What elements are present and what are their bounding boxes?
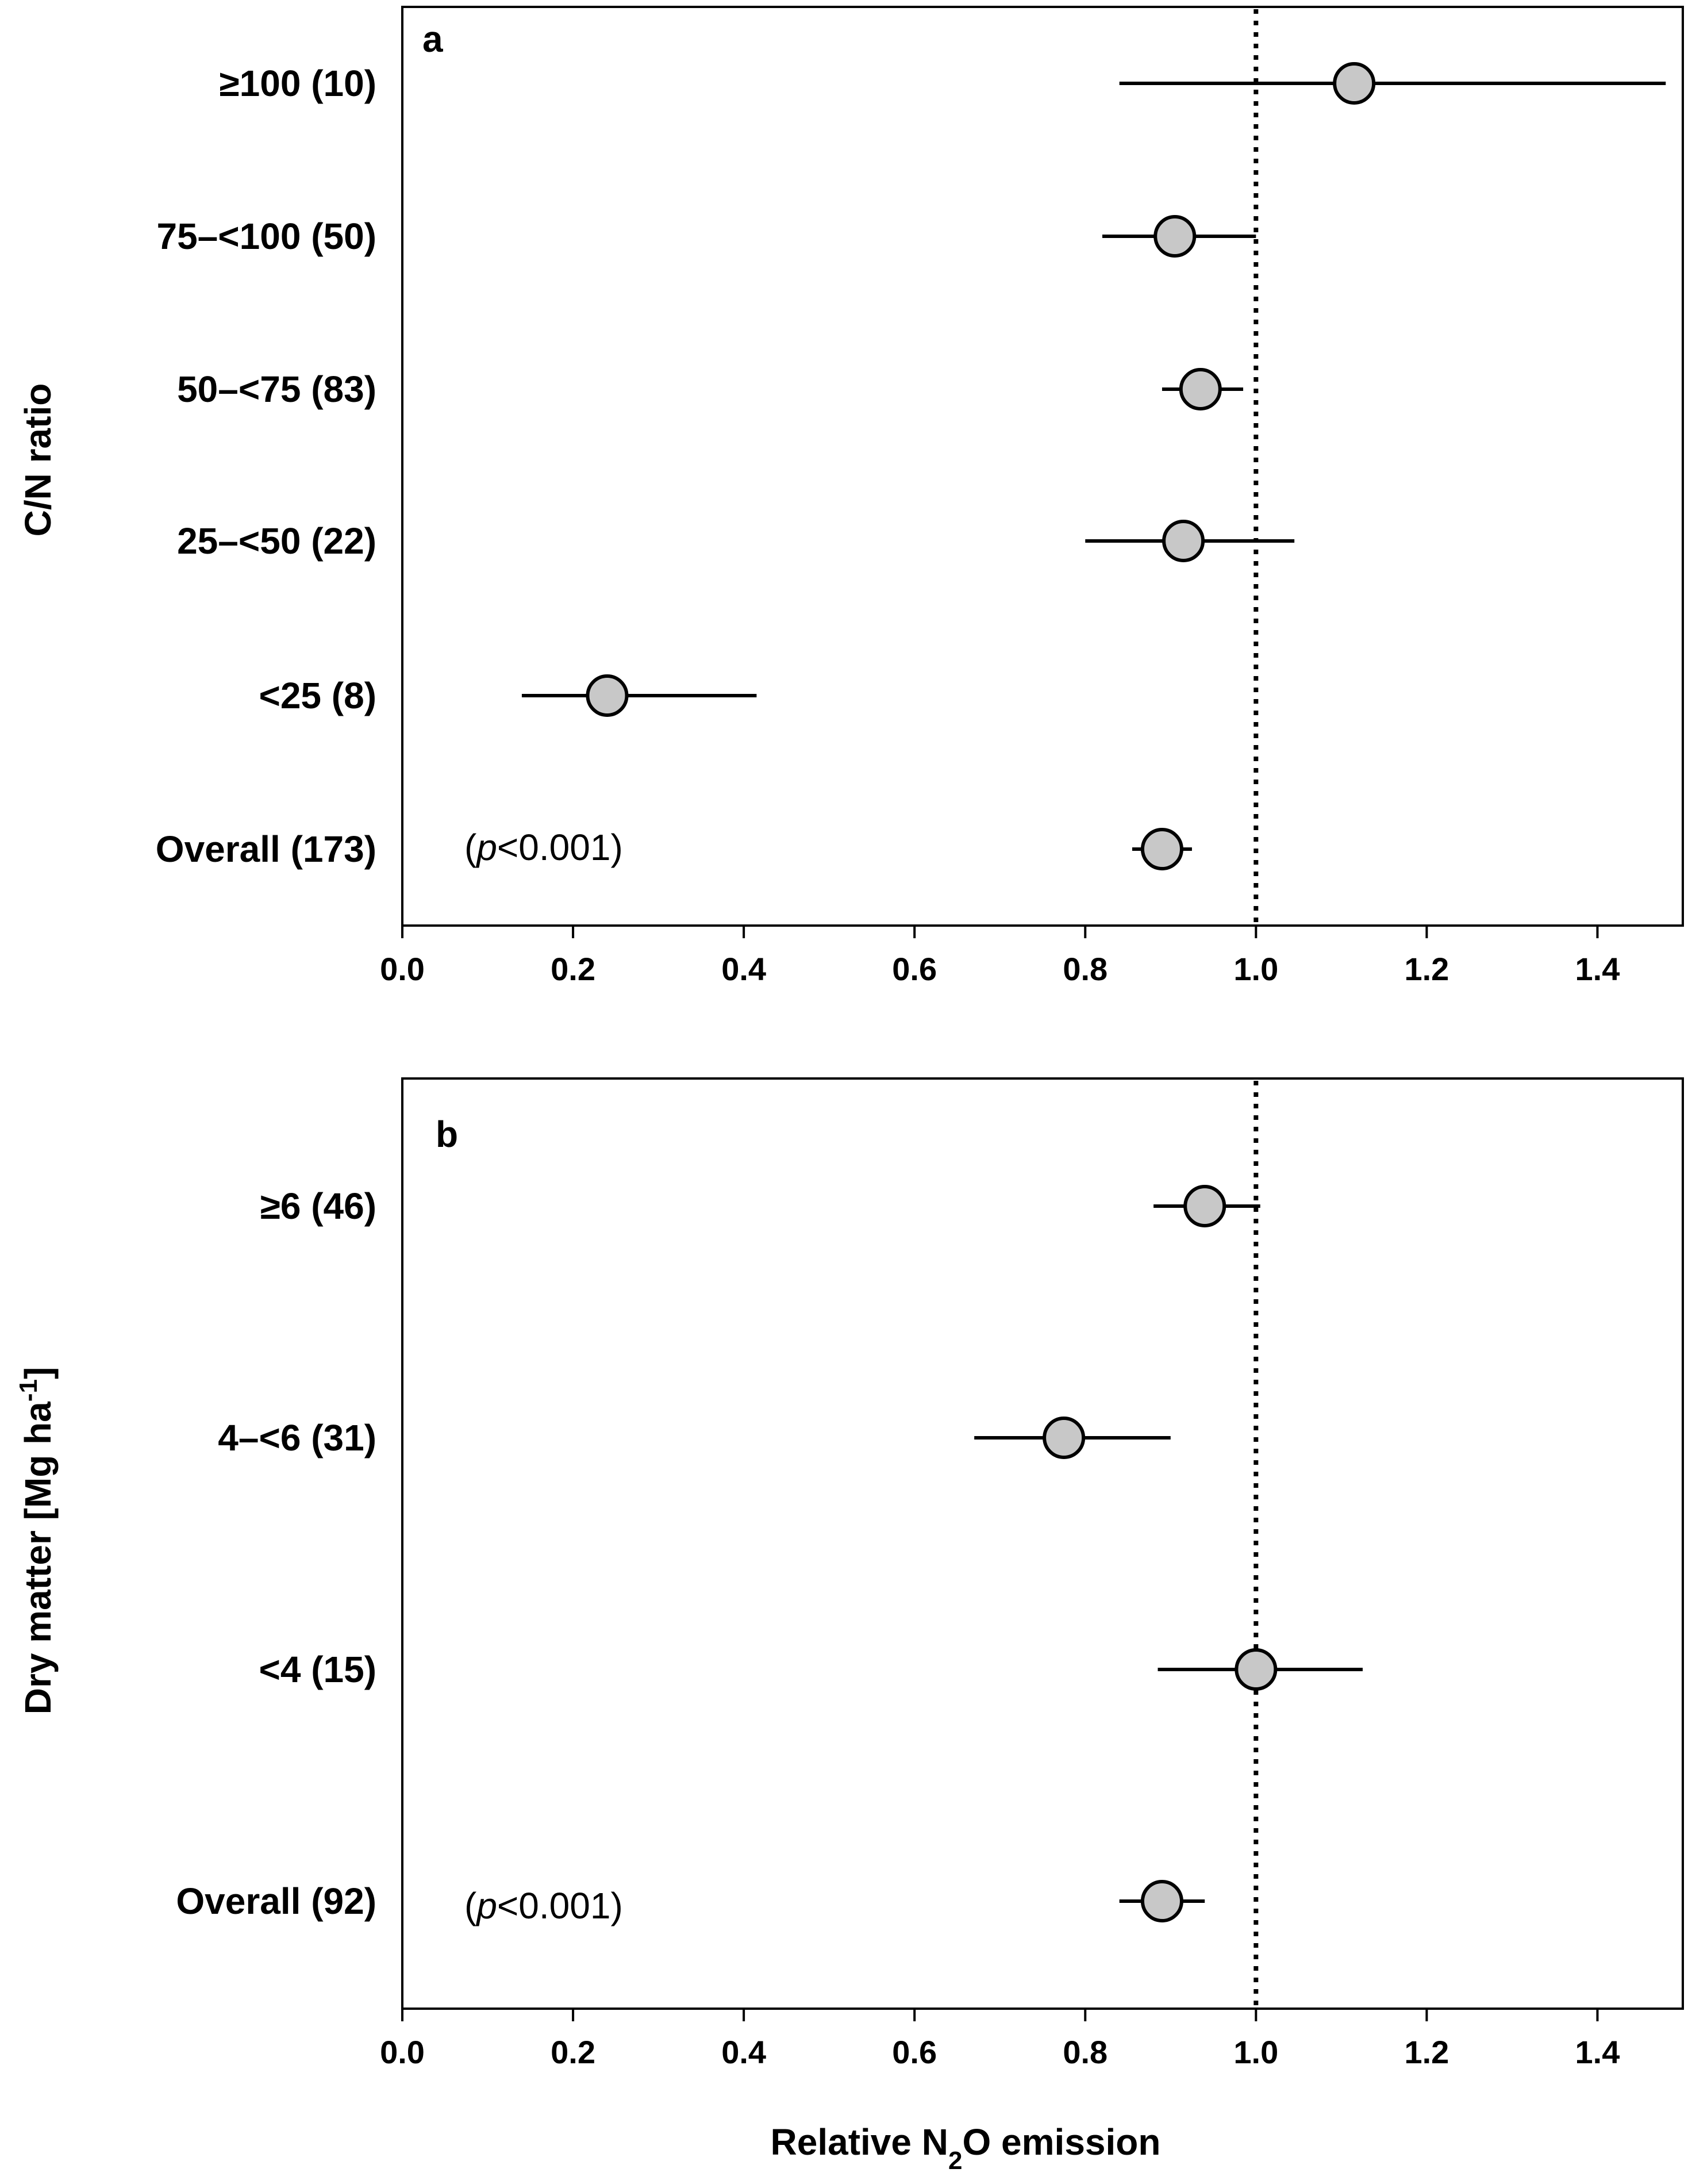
panel-b-frame	[401, 1077, 1684, 2010]
x-tick-label: 0.6	[892, 951, 937, 987]
point-estimate	[1140, 1880, 1183, 1922]
point-estimate	[1183, 1185, 1226, 1227]
x-tick-label: 0.8	[1063, 2034, 1108, 2070]
x-tick-label: 0.4	[721, 2034, 766, 2070]
point-estimate	[1162, 520, 1205, 562]
x-tick-label: 0.0	[380, 951, 425, 987]
point-estimate	[1153, 215, 1197, 258]
x-tick-label: 1.0	[1233, 2034, 1278, 2070]
panel-b-y-axis-title: Dry matter [Mg ha-1]	[14, 1367, 59, 1715]
panel-a: a 0.0 0.2 0.4 0.6 0.8 1.0 1.2 1.4 ≥100 (10) 75–<…	[17, 6, 1684, 987]
panel-b-letter: b	[436, 1114, 458, 1155]
category-label: <4 (15)	[259, 1649, 376, 1690]
point-estimate	[1179, 368, 1222, 410]
x-tick-label: 1.4	[1575, 951, 1620, 987]
panel-a-p-value: (p<0.001)	[464, 827, 623, 868]
point-estimate	[1140, 828, 1183, 870]
x-tick-label: 0.4	[721, 951, 766, 987]
point-estimate	[1235, 1648, 1278, 1691]
category-label: ≥100 (10)	[220, 63, 377, 104]
category-label: ≥6 (46)	[260, 1185, 376, 1227]
panel-a-x-axis: 0.0 0.2 0.4 0.6 0.8 1.0 1.2 1.4	[380, 926, 1620, 987]
x-tick-label: 0.0	[380, 2034, 425, 2070]
category-label: Overall (173)	[156, 828, 376, 870]
category-label: 4–<6 (31)	[218, 1417, 376, 1458]
x-tick-label: 0.2	[551, 951, 595, 987]
x-tick-label: 1.2	[1404, 951, 1449, 987]
panel-a-rows: ≥100 (10) 75–<100 (50) 50–<75 (83) 25–<50 (…	[156, 62, 1666, 870]
x-tick-label: 1.4	[1575, 2034, 1620, 2070]
x-tick-label: 0.8	[1063, 951, 1108, 987]
panel-a-y-axis-title: C/N ratio	[17, 383, 59, 537]
point-estimate	[1333, 62, 1376, 105]
category-label: <25 (8)	[259, 675, 376, 716]
panel-a-letter: a	[422, 18, 443, 60]
panel-a-frame	[401, 6, 1684, 927]
point-estimate	[1043, 1417, 1086, 1459]
x-axis-title: Relative N2O emission	[771, 2121, 1161, 2175]
panel-b: b 0.0 0.2 0.4 0.6 0.8 1.0 1.2 1.4 ≥6 (46) 4–<6 (…	[14, 1077, 1684, 2175]
x-tick-label: 0.6	[892, 2034, 937, 2070]
x-tick-label: 0.2	[551, 2034, 595, 2070]
point-estimate	[586, 674, 629, 717]
category-label: 50–<75 (83)	[177, 369, 376, 410]
category-label: 25–<50 (22)	[177, 520, 376, 562]
category-label: 75–<100 (50)	[156, 216, 376, 257]
x-tick-label: 1.2	[1404, 2034, 1449, 2070]
category-label: Overall (92)	[176, 1880, 376, 1922]
panel-b-rows: ≥6 (46) 4–<6 (31) <4 (15) Overall (92)	[176, 1185, 1363, 1922]
panel-b-x-axis: 0.0 0.2 0.4 0.6 0.8 1.0 1.2 1.4	[380, 2009, 1620, 2070]
x-tick-label: 1.0	[1233, 951, 1278, 987]
panel-b-p-value: (p<0.001)	[464, 1885, 623, 1926]
